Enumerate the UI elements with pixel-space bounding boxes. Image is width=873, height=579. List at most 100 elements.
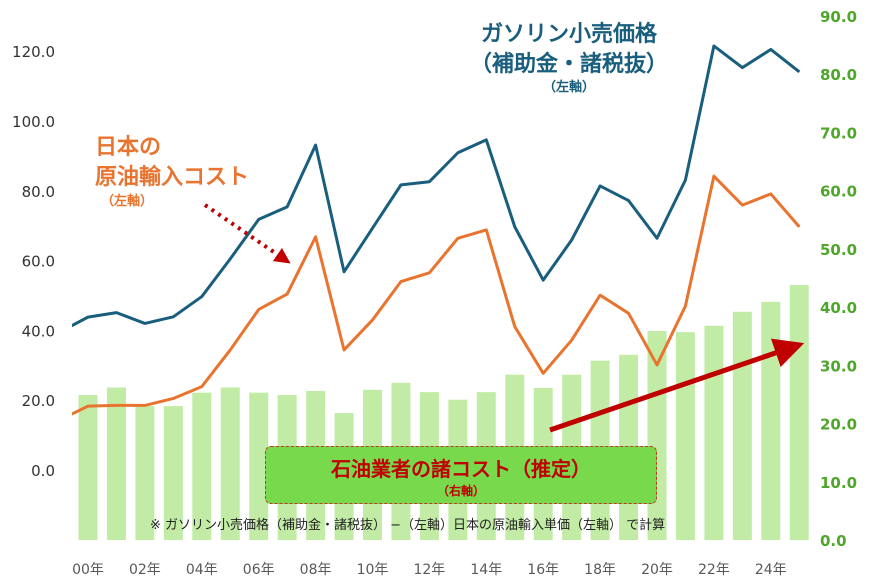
bar-2023 (732, 311, 752, 540)
gasoline-axis-note: （左軸） (543, 80, 596, 95)
point-1-2003 (172, 397, 174, 399)
point-1-2019 (628, 312, 630, 314)
point-1-2022 (713, 175, 715, 177)
bar-2021 (675, 332, 695, 540)
gasoline-series-label: ガソリン小売価格 （補助金・諸税抜） （左軸） (470, 20, 668, 96)
left-tick-label: 20.0 (22, 392, 55, 410)
right-tick-label: 70.0 (820, 124, 857, 142)
x-tick-label: 22年 (698, 562, 730, 578)
point-1-2008 (315, 236, 317, 238)
point-0-2005 (229, 258, 231, 260)
bar-2004 (192, 392, 212, 540)
x-tick-label: 24年 (755, 562, 787, 578)
point-0-2020 (656, 237, 658, 239)
crude-axis-note: （左軸） (101, 194, 154, 209)
right-tick-label: 10.0 (820, 474, 857, 492)
crude-title-2: 原油輸入コスト (95, 165, 250, 190)
gasoline-title: ガソリン小売価格 (481, 22, 658, 47)
point-1-2001 (115, 404, 117, 406)
right-tick-label: 0.0 (820, 532, 847, 550)
point-1-2011 (400, 281, 402, 283)
x-tick-label: 08年 (300, 562, 332, 578)
left-tick-label: 80.0 (22, 183, 55, 201)
point-0-2019 (628, 200, 630, 202)
left-tick-label: 120.0 (12, 43, 55, 61)
point-0-2007 (286, 206, 288, 208)
right-tick-label: 30.0 (820, 357, 857, 375)
point-1-2000 (87, 405, 89, 407)
bar-2003 (163, 406, 183, 540)
footnote: ※ ガソリン小売価格（補助金・諸税抜） −（左軸）日本の原油輸入単価（左軸） で… (150, 518, 666, 533)
x-tick-label: 18年 (584, 562, 616, 578)
x-tick-label: 06年 (243, 562, 275, 578)
point-0-2013 (457, 152, 459, 154)
bar-2000 (78, 395, 98, 540)
left-tick-label: 60.0 (22, 253, 55, 271)
bar-2022 (704, 325, 724, 540)
point-1-2025 (798, 226, 800, 228)
point-0-2009 (343, 271, 345, 273)
point-1-2002 (144, 404, 146, 406)
right-tick-label: 60.0 (820, 183, 857, 201)
point-1-2015 (514, 326, 516, 328)
point-1-2023 (741, 204, 743, 206)
x-tick-label: 16年 (527, 562, 559, 578)
right-tick-label: 20.0 (820, 416, 857, 434)
point-0-2010 (372, 227, 373, 229)
point-0-2016 (542, 279, 544, 281)
point-0-2002 (144, 322, 146, 324)
point-1-2020 (656, 364, 658, 366)
point-0-2000 (87, 316, 89, 318)
point-1-2006 (258, 308, 260, 310)
point-0-2004 (201, 296, 203, 298)
x-tick-label: 10年 (357, 562, 389, 578)
cost-series-label: 石油業者の諸コスト（推定） （右軸） (265, 446, 657, 504)
point-1-2013 (457, 237, 459, 239)
bar-2025 (789, 284, 809, 540)
bar-2005 (220, 387, 240, 540)
crude-title: 日本の (95, 135, 162, 160)
point-0-2006 (258, 218, 260, 220)
right-tick-label: 50.0 (820, 241, 857, 259)
point-0-2022 (713, 45, 715, 47)
point-0-2025 (798, 71, 800, 73)
point-1-2012 (428, 272, 430, 274)
point-0-2001 (115, 312, 117, 314)
bar-2024 (761, 301, 781, 540)
point-1-2021 (684, 305, 686, 307)
point-0-2014 (485, 139, 487, 141)
point-1-2004 (201, 386, 203, 388)
x-tick-label: 12年 (413, 562, 445, 578)
x-tick-label: 02年 (129, 562, 161, 578)
x-tick-label: 14年 (470, 562, 502, 578)
bar-2002 (135, 406, 155, 540)
x-tick-label: 04年 (186, 562, 218, 578)
point-0-2018 (599, 185, 601, 187)
gasoline-title-2: （補助金・諸税抜） (470, 52, 669, 77)
point-1-2014 (485, 229, 487, 231)
point-0-2021 (684, 179, 686, 181)
left-tick-label: 100.0 (12, 113, 55, 131)
right-tick-label: 90.0 (820, 8, 857, 26)
point-1-2017 (571, 339, 573, 341)
x-tick-label: 00年 (72, 562, 104, 578)
cost-axis-note: （右軸） (436, 484, 485, 498)
point-0-2017 (571, 239, 573, 241)
left-tick-label: 40.0 (22, 322, 55, 340)
crude-series-label: 日本の 原油輸入コスト （左軸） (95, 133, 249, 211)
right-tick-label: 80.0 (820, 66, 857, 84)
point-1-2024 (770, 193, 772, 195)
bar-2006 (249, 392, 269, 540)
point-0-2003 (172, 316, 174, 318)
point-1-2009 (343, 349, 345, 351)
point-1-2010 (372, 319, 373, 321)
x-tick-label: 20年 (641, 562, 673, 578)
trend-arrow (549, 338, 805, 433)
point-0-2023 (741, 67, 743, 69)
point-1-2005 (229, 349, 231, 351)
point-1-2016 (542, 372, 544, 374)
point-0-2011 (400, 184, 402, 186)
point-1-2018 (599, 294, 601, 296)
bar-2001 (106, 387, 126, 540)
cost-title: 石油業者の諸コスト（推定） (331, 457, 591, 481)
